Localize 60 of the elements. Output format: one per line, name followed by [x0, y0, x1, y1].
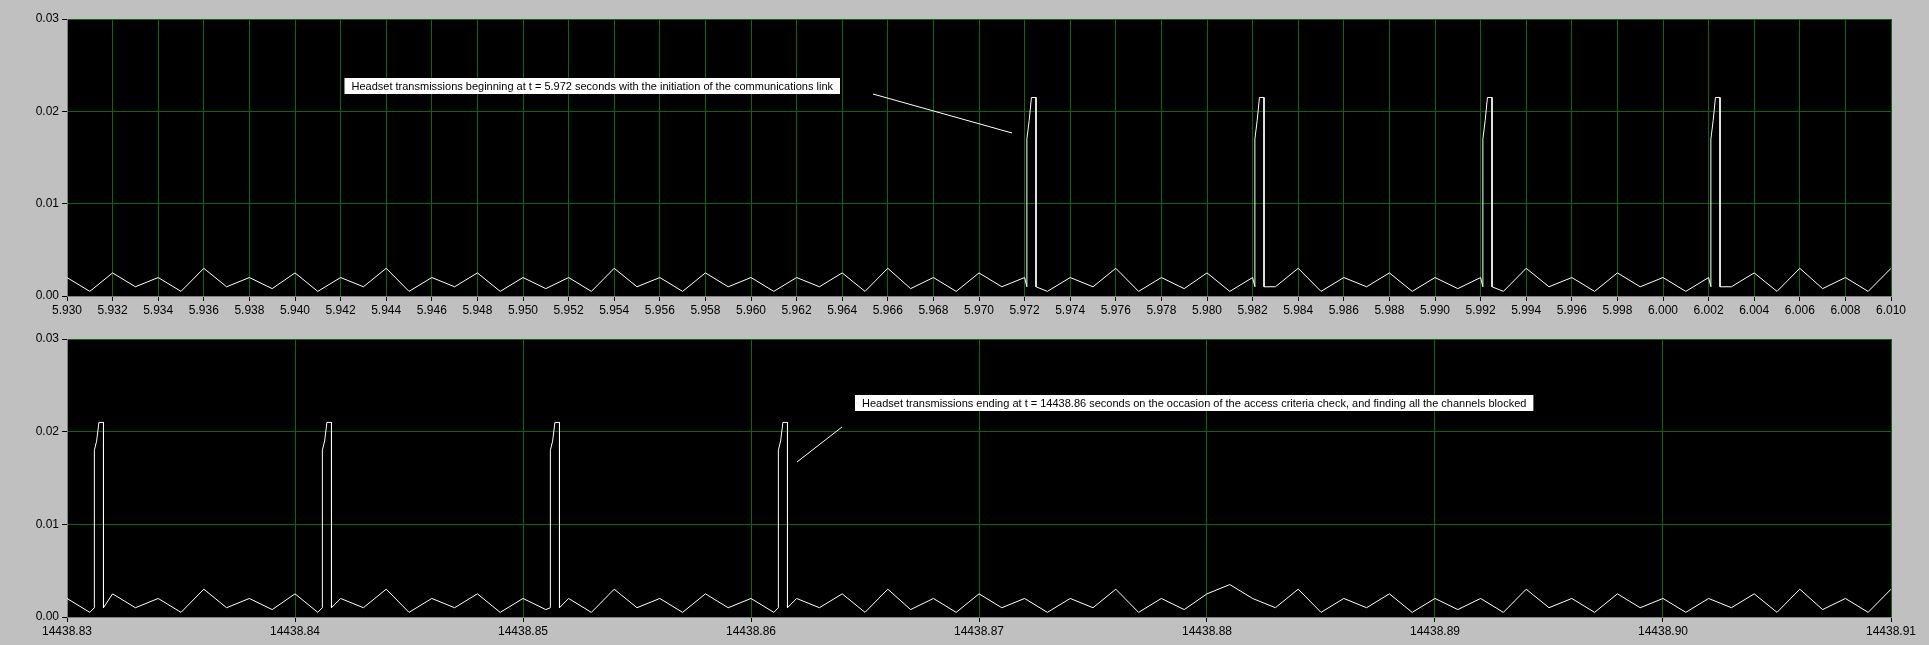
x-tick-label: 5.986: [1328, 302, 1360, 317]
x-tick-label: 5.998: [1602, 302, 1633, 317]
x-tick-label: 14438.83: [41, 623, 93, 638]
x-tick-label: 5.982: [1237, 302, 1268, 317]
y-tick-label: 0.00: [35, 609, 60, 624]
y-tick-label: 0.02: [35, 423, 60, 438]
y-tick-label: 0.00: [35, 288, 60, 303]
x-tick-label: 5.968: [918, 302, 949, 317]
x-tick-label: 14438.84: [269, 623, 321, 638]
x-tick-label: 5.932: [97, 302, 128, 317]
x-tick-label: 5.972: [1009, 302, 1040, 317]
x-tick-label: 5.940: [279, 302, 311, 317]
x-tick-label: 5.950: [507, 302, 539, 317]
x-tick-label: 5.992: [1465, 302, 1496, 317]
x-tick-label: 14438.91: [1865, 623, 1917, 638]
x-tick-label: 5.962: [781, 302, 812, 317]
y-tick-label: 0.02: [35, 103, 60, 118]
x-tick-label: 5.978: [1146, 302, 1177, 317]
x-tick-label: 5.934: [143, 302, 174, 317]
x-tick-label: 5.944: [371, 302, 402, 317]
x-tick-label: 14438.86: [725, 623, 777, 638]
x-tick-label: 6.006: [1784, 302, 1816, 317]
x-tick-label: 5.958: [690, 302, 721, 317]
x-tick-label: 5.942: [325, 302, 356, 317]
annotation: Headset transmissions beginning at t = 5.972 seconds with the initiation of the communications link: [351, 79, 834, 92]
x-tick-label: 5.970: [963, 302, 995, 317]
x-tick-label: 6.002: [1693, 302, 1724, 317]
x-tick-label: 5.976: [1100, 302, 1132, 317]
x-tick-label: 5.980: [1191, 302, 1223, 317]
x-tick-label: 6.004: [1739, 302, 1770, 317]
y-tick-label: 0.03: [35, 11, 60, 26]
x-tick-label: 14438.89: [1409, 623, 1461, 638]
x-tick-label: 5.984: [1283, 302, 1314, 317]
x-tick-label: 5.966: [872, 302, 904, 317]
x-tick-label: 14438.85: [497, 623, 549, 638]
x-tick-label: 5.960: [735, 302, 767, 317]
x-tick-label: 5.946: [416, 302, 448, 317]
x-tick-label: 5.948: [462, 302, 493, 317]
x-tick-label: 6.008: [1830, 302, 1861, 317]
x-tick-label: 14438.87: [953, 623, 1005, 638]
x-tick-label: 5.952: [553, 302, 584, 317]
annotation: Headset transmissions ending at t = 14438.86 seconds on the occasion of the access criteria check, and finding all the channels blocked: [862, 396, 1527, 409]
x-tick-label: 5.964: [827, 302, 858, 317]
x-tick-label: 5.988: [1374, 302, 1405, 317]
x-tick-label: 5.974: [1055, 302, 1086, 317]
y-tick-label: 0.01: [35, 195, 60, 210]
x-tick-label: 5.990: [1419, 302, 1451, 317]
x-tick-label: 5.954: [599, 302, 630, 317]
x-tick-label: 6.000: [1647, 302, 1679, 317]
x-tick-label: 14438.88: [1181, 623, 1233, 638]
x-tick-label: 5.936: [188, 302, 220, 317]
x-tick-label: 6.010: [1875, 302, 1907, 317]
x-tick-label: 14438.90: [1637, 623, 1689, 638]
y-tick-label: 0.01: [35, 516, 60, 531]
x-tick-label: 5.930: [51, 302, 83, 317]
x-tick-label: 5.994: [1511, 302, 1542, 317]
x-tick-label: 5.996: [1556, 302, 1588, 317]
x-tick-label: 5.938: [234, 302, 265, 317]
x-tick-label: 5.956: [644, 302, 676, 317]
y-tick-label: 0.03: [35, 331, 60, 346]
